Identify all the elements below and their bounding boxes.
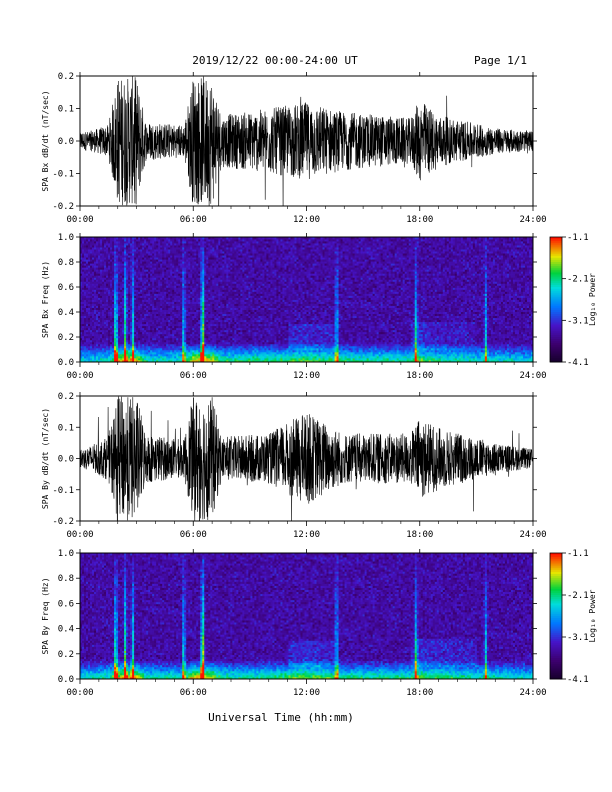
y-axis-label: SPA Bx dB/dt (nT/sec) bbox=[41, 90, 50, 191]
panel-1: 00:00 06:00 12:00 18:00 24:00 -0.2 -0.1 0.0 0.1 0… bbox=[41, 72, 547, 232]
y-tick-label: 0.1 bbox=[58, 105, 74, 115]
spectrogram bbox=[80, 237, 533, 362]
x-tick-label: 12:00 bbox=[293, 215, 320, 225]
page-title: 2019/12/22 00:00-24:00 UT bbox=[192, 54, 358, 67]
page-number: Page 1/1 bbox=[474, 54, 527, 67]
x-tick-label: 24:00 bbox=[519, 215, 546, 225]
x-axis-label: Universal Time (hh:mm) bbox=[208, 711, 354, 724]
figure: 2019/12/22 00:00-24:00 UT Page 1/1 Unive… bbox=[0, 0, 612, 792]
x-tick-label: 06:00 bbox=[180, 215, 207, 225]
y-tick-label: 0.0 bbox=[58, 137, 74, 147]
y-tick-label: 0.2 bbox=[58, 72, 74, 82]
x-tick-label: 00:00 bbox=[66, 215, 93, 225]
y-tick-label: -0.1 bbox=[52, 170, 74, 180]
x-tick-label: 18:00 bbox=[406, 215, 433, 225]
y-tick-label: -0.2 bbox=[52, 202, 74, 212]
